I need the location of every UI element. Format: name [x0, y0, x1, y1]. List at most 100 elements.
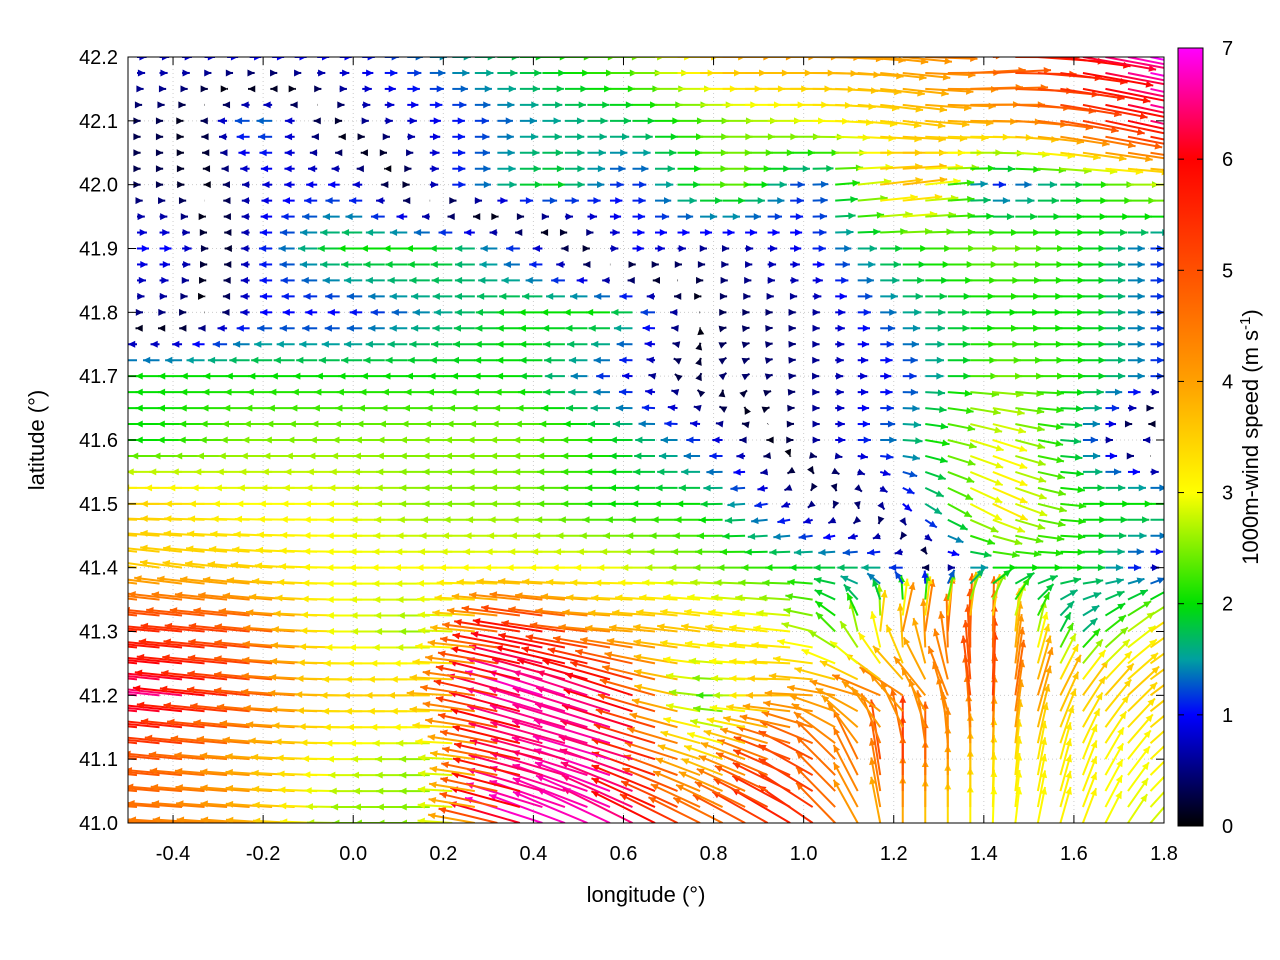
arrow-head [718, 357, 727, 365]
wind-arrow [655, 484, 678, 492]
arrow-head [590, 404, 598, 412]
arrow-head [530, 548, 539, 556]
arrow-head [618, 388, 627, 396]
arrow-shaft [128, 659, 160, 665]
wind-arrow [719, 308, 727, 316]
wind-arrow [695, 357, 702, 366]
arrow-head [1098, 308, 1106, 316]
wind-arrow [435, 695, 498, 713]
wind-arrow [519, 356, 543, 364]
arrow-head [326, 500, 335, 508]
wind-arrow [1037, 549, 1064, 557]
arrow-head [442, 746, 450, 754]
arrow-head [666, 703, 674, 710]
arrow-head [638, 420, 646, 428]
arrow-head [692, 674, 700, 682]
wind-arrow [719, 727, 768, 745]
arrow-head [765, 308, 773, 316]
wind-arrow [422, 701, 475, 713]
arrow-shaft [222, 738, 273, 745]
arrow-head [342, 691, 350, 699]
arrow-head [856, 468, 865, 476]
arrow-shaft [447, 673, 521, 697]
wind-arrow [857, 276, 874, 284]
arrow-head [225, 768, 233, 776]
arrow-head [1065, 722, 1073, 731]
wind-arrow [232, 340, 250, 348]
arrow-head [890, 292, 898, 300]
arrow-head [352, 787, 361, 795]
arrow-head [446, 607, 455, 615]
wind-arrow [409, 705, 453, 713]
wind-arrow [354, 819, 385, 823]
arrow-head [135, 372, 143, 380]
arrow-head [698, 516, 706, 524]
arrow-head [793, 712, 802, 720]
arrow-shaft [134, 576, 183, 585]
arrow-head [951, 549, 960, 557]
arrow-shaft [966, 604, 972, 664]
wind-arrow [751, 641, 791, 649]
arrow-head [839, 292, 847, 300]
arrow-head [551, 564, 559, 572]
wind-arrow [269, 388, 295, 396]
arrow-head [135, 404, 143, 412]
arrow-head [593, 356, 601, 364]
arrow-head [1098, 324, 1106, 332]
arrow-head [199, 436, 207, 444]
wind-arrow [180, 372, 205, 380]
wind-arrow [135, 372, 160, 380]
wind-arrow [240, 308, 250, 316]
wind-arrow [947, 340, 970, 348]
arrow-head [861, 388, 869, 396]
arrow-head [546, 292, 554, 300]
wind-arrow [299, 340, 318, 348]
wind-arrow [225, 372, 250, 380]
wind-arrow [1105, 564, 1124, 572]
wind-arrow [615, 594, 656, 602]
arrow-head [703, 729, 712, 737]
arrow-head [353, 452, 361, 460]
wind-arrow [1104, 742, 1125, 776]
arrow-head [1019, 462, 1028, 469]
arrow-head [417, 770, 426, 778]
wind-arrow [920, 546, 928, 555]
arrow-head [188, 638, 196, 646]
arrow-head [567, 340, 575, 348]
arrow-head [157, 388, 166, 396]
wind-arrow [970, 292, 995, 300]
wind-arrow [1150, 468, 1159, 476]
wind-arrow [899, 531, 908, 540]
wind-arrow [902, 260, 926, 268]
wind-arrow [927, 645, 949, 696]
wind-arrow [1127, 292, 1145, 300]
arrow-head [169, 607, 178, 615]
arrow-head [521, 646, 530, 653]
wind-arrow [279, 260, 295, 268]
arrow-head [739, 714, 748, 722]
wind-arrow [694, 292, 702, 300]
wind-arrow [325, 292, 340, 300]
wind-arrow [1104, 638, 1131, 665]
wind-arrow [128, 690, 160, 697]
wind-arrow [606, 637, 656, 649]
arrow-head [470, 631, 479, 638]
arrow-head [282, 484, 290, 492]
arrow-head [128, 591, 136, 598]
arrow-head [741, 421, 750, 429]
wind-arrow [496, 324, 520, 332]
wind-arrow [1105, 436, 1113, 444]
wind-arrow [674, 260, 682, 268]
arrow-head [128, 340, 136, 348]
arrow-head [947, 564, 955, 572]
arrow-head [71, 623, 78, 630]
arrow-head [454, 742, 462, 749]
wind-arrow [970, 324, 995, 332]
wind-arrow [675, 783, 724, 808]
arrow-head [350, 516, 358, 524]
arrow-head [409, 340, 417, 348]
wind-arrow [676, 500, 701, 508]
arrow-head [585, 484, 593, 492]
arrow-head [422, 669, 431, 677]
wind-arrow [181, 276, 189, 284]
